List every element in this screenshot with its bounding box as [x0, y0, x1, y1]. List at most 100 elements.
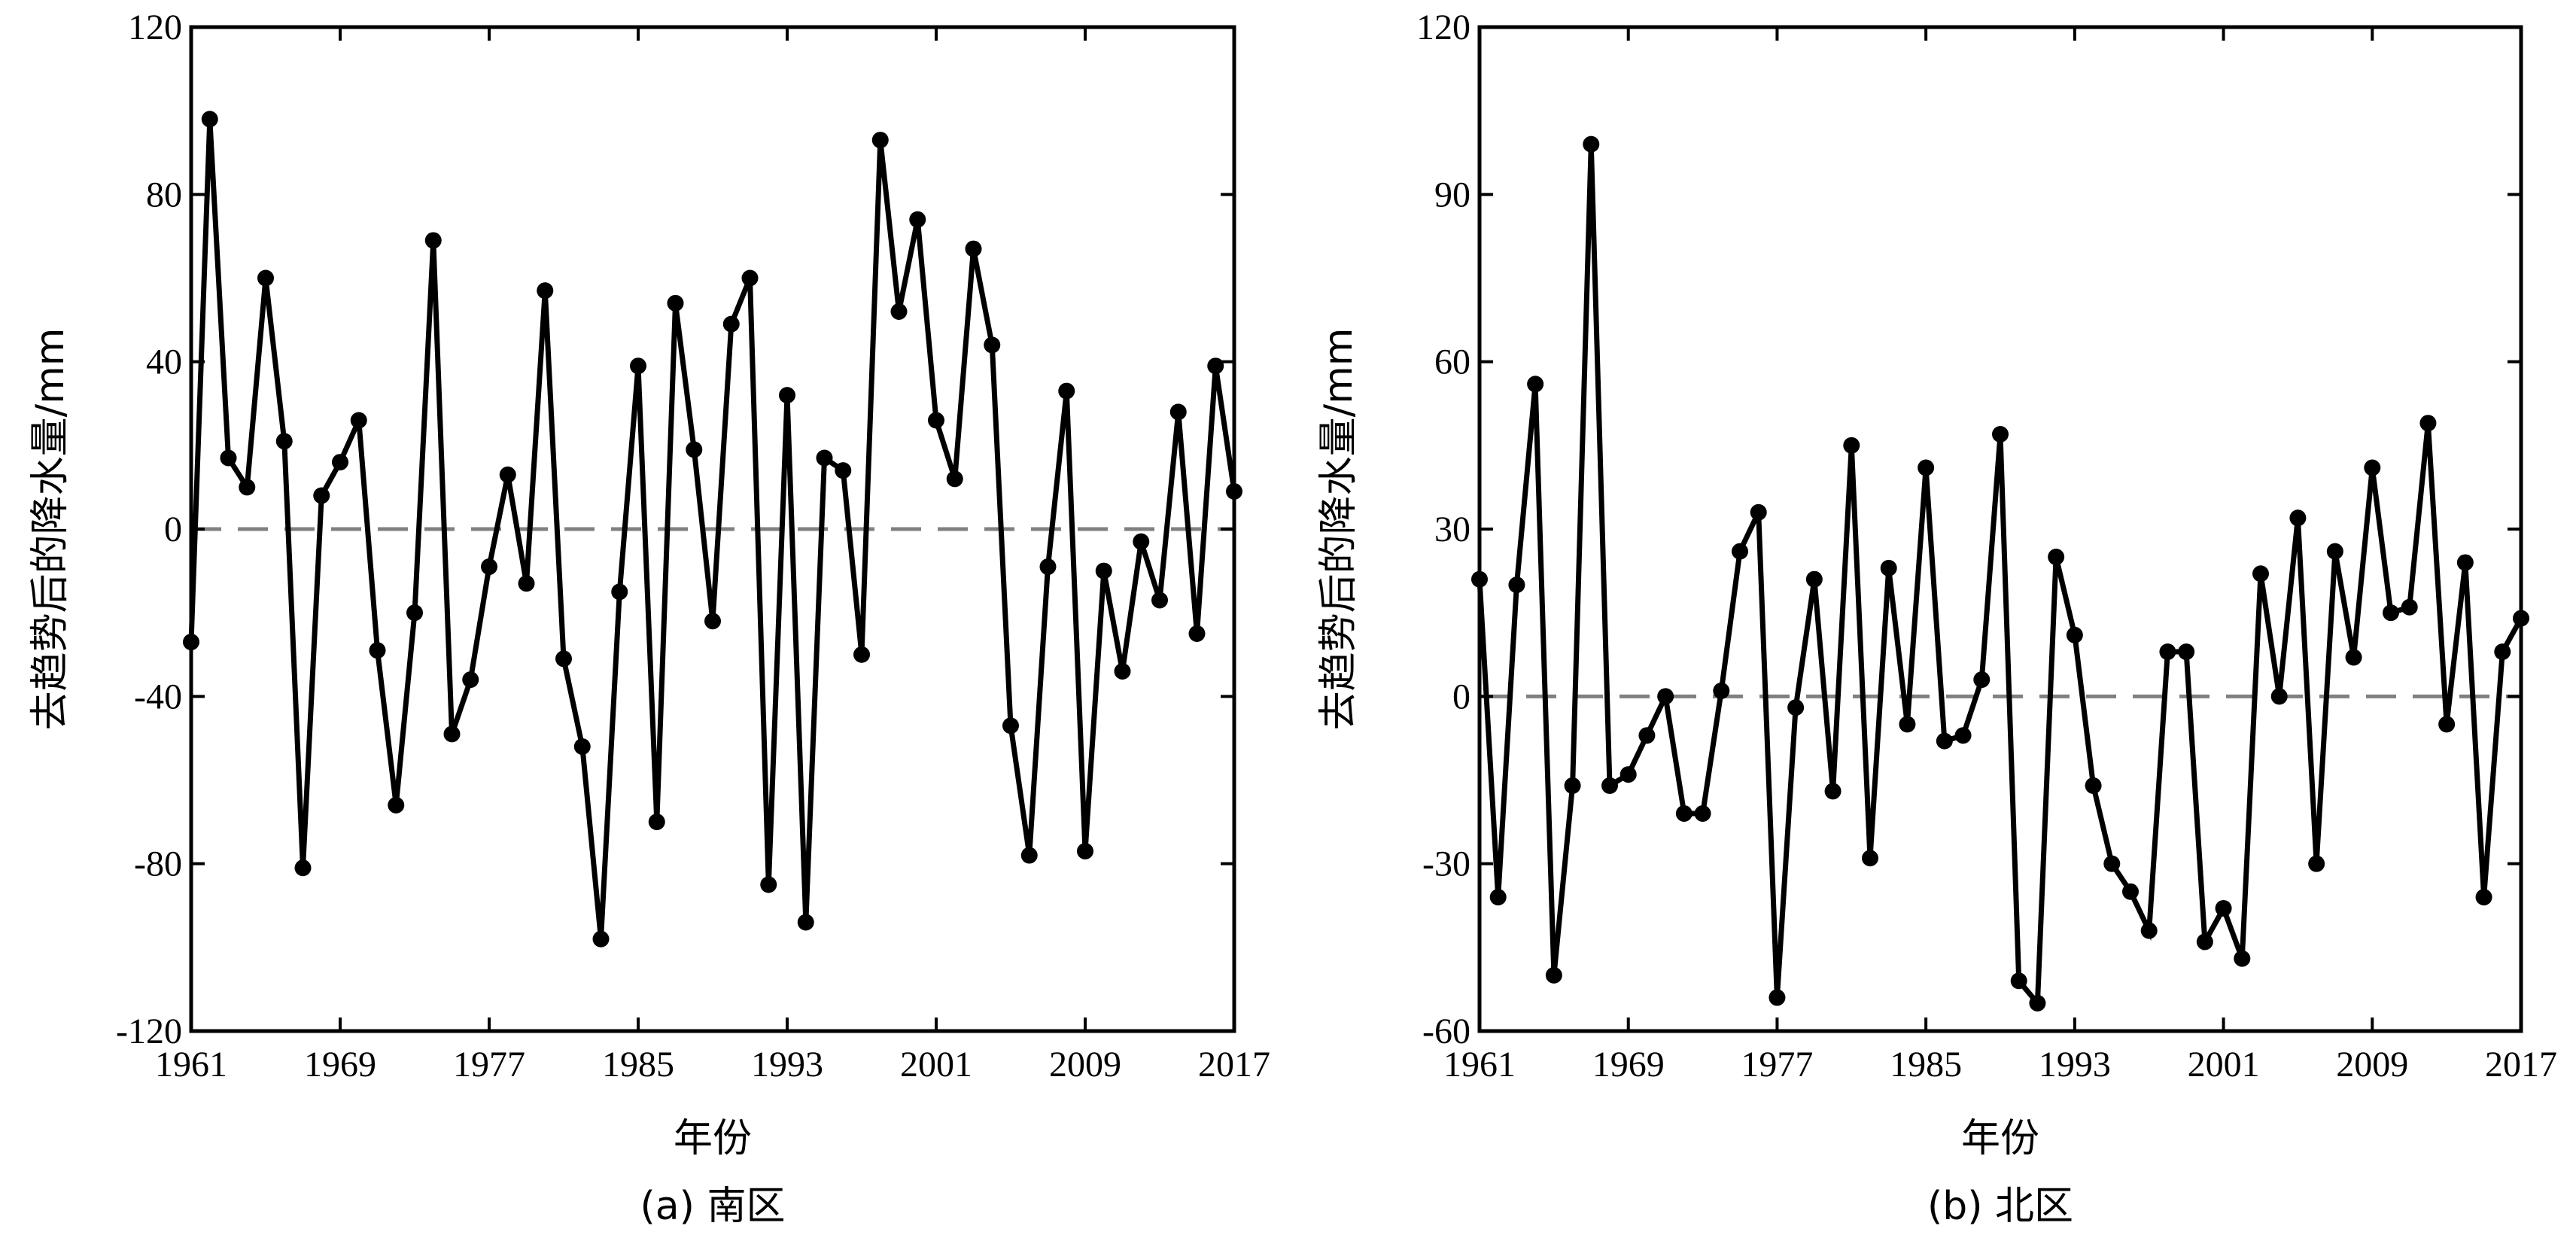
- data-point-1996: [2122, 883, 2139, 900]
- data-point-2007: [1039, 558, 1057, 576]
- data-point-1998: [2159, 643, 2176, 661]
- data-point-1989: [704, 613, 721, 630]
- data-point-1988: [1973, 671, 1991, 689]
- data-point-1965: [257, 269, 274, 287]
- data-point-1979: [518, 575, 535, 592]
- data-point-2000: [2196, 933, 2213, 951]
- x-tick-label: 2001: [2188, 1045, 2260, 1084]
- data-point-2001: [2215, 899, 2232, 917]
- data-point-1974: [424, 232, 442, 249]
- data-point-1992: [2048, 549, 2065, 566]
- data-point-1988: [686, 441, 703, 458]
- data-point-1981: [555, 650, 572, 668]
- data-point-2001: [928, 412, 944, 429]
- data-point-2009: [2364, 459, 2381, 476]
- data-point-2012: [1133, 533, 1150, 550]
- data-point-1968: [1601, 777, 1618, 794]
- y-tick-label: -120: [116, 1011, 182, 1051]
- data-point-1975: [1732, 543, 1748, 560]
- data-point-1970: [350, 412, 367, 429]
- data-point-1978: [499, 466, 516, 483]
- data-point-1979: [1805, 570, 1823, 588]
- data-point-1983: [1880, 559, 1897, 576]
- data-point-2014: [1169, 403, 1187, 421]
- data-point-2000: [909, 211, 926, 228]
- data-point-1991: [2029, 994, 2046, 1011]
- y-tick-label: 40: [146, 342, 182, 382]
- x-tick-label: 1985: [1890, 1045, 1962, 1084]
- data-point-1991: [741, 269, 759, 287]
- data-point-2002: [946, 470, 963, 488]
- data-point-1986: [1936, 732, 1953, 750]
- x-tick-label: 2009: [1049, 1045, 1121, 1084]
- data-point-1985: [630, 357, 646, 375]
- data-point-2008: [1058, 382, 1075, 400]
- data-point-1994: [2085, 777, 2102, 794]
- data-point-1980: [1824, 783, 1842, 800]
- data-point-1987: [667, 294, 684, 312]
- data-point-2007: [2326, 543, 2343, 560]
- data-point-1966: [1564, 777, 1581, 794]
- data-point-2004: [984, 336, 1001, 354]
- data-point-2009: [1077, 842, 1093, 859]
- data-point-2013: [1151, 592, 1168, 609]
- data-point-2012: [2419, 415, 2437, 432]
- data-point-2013: [2438, 716, 2456, 733]
- x-tick-label: 1969: [304, 1045, 376, 1084]
- y-tick-label: -40: [134, 677, 182, 716]
- data-point-1963: [1508, 576, 1525, 594]
- data-point-1962: [1489, 889, 1507, 906]
- data-point-2014: [2456, 554, 2474, 571]
- y-tick-label: -60: [1422, 1011, 1470, 1051]
- data-point-2015: [2475, 889, 2492, 906]
- data-point-2006: [1020, 847, 1038, 864]
- panel-caption: (b) 北区: [1927, 1184, 2073, 1229]
- data-point-2016: [2494, 643, 2511, 661]
- data-point-1990: [722, 315, 740, 333]
- x-tick-label: 1969: [1592, 1045, 1665, 1084]
- data-point-2002: [2234, 950, 2251, 967]
- data-point-1984: [611, 583, 628, 601]
- y-tick-label: 120: [128, 8, 182, 47]
- data-point-1982: [1862, 850, 1878, 867]
- x-axis-title: 年份: [674, 1116, 752, 1161]
- data-point-1964: [239, 479, 256, 496]
- data-point-1992: [760, 876, 777, 893]
- y-tick-label: 0: [1452, 677, 1470, 716]
- data-point-1999: [890, 303, 908, 320]
- data-point-1993: [2066, 626, 2083, 643]
- y-tick-label: -80: [134, 844, 182, 884]
- data-point-1998: [871, 132, 889, 149]
- data-point-1969: [1620, 766, 1637, 783]
- data-point-1974: [1713, 682, 1730, 699]
- data-point-2004: [2270, 688, 2288, 705]
- x-tick-label: 1977: [453, 1045, 525, 1084]
- data-point-1995: [2103, 855, 2121, 872]
- data-point-1966: [275, 433, 293, 450]
- x-axis-title: 年份: [1961, 1116, 2039, 1161]
- data-point-1968: [313, 487, 330, 504]
- data-point-1993: [779, 387, 795, 404]
- data-point-2010: [1095, 562, 1112, 579]
- data-point-2011: [2401, 598, 2418, 616]
- data-point-2008: [2345, 649, 2362, 666]
- data-point-1964: [1527, 376, 1544, 393]
- x-tick-label: 2001: [900, 1045, 972, 1084]
- x-tick-label: 1993: [751, 1045, 823, 1084]
- data-point-2015: [1188, 625, 1206, 642]
- data-point-1972: [388, 796, 405, 814]
- data-point-1976: [462, 671, 479, 689]
- data-point-1981: [1843, 437, 1860, 454]
- data-point-1985: [1918, 459, 1935, 476]
- data-point-1994: [797, 914, 814, 931]
- x-tick-label: 1961: [1443, 1045, 1516, 1084]
- y-tick-label: 90: [1434, 175, 1470, 214]
- data-point-2003: [965, 240, 982, 257]
- data-point-1995: [816, 449, 833, 467]
- series-line: [1477, 144, 2524, 1011]
- data-point-1986: [648, 814, 665, 831]
- data-point-1972: [1675, 805, 1692, 822]
- data-point-2003: [2252, 565, 2269, 583]
- data-point-1999: [2178, 643, 2195, 661]
